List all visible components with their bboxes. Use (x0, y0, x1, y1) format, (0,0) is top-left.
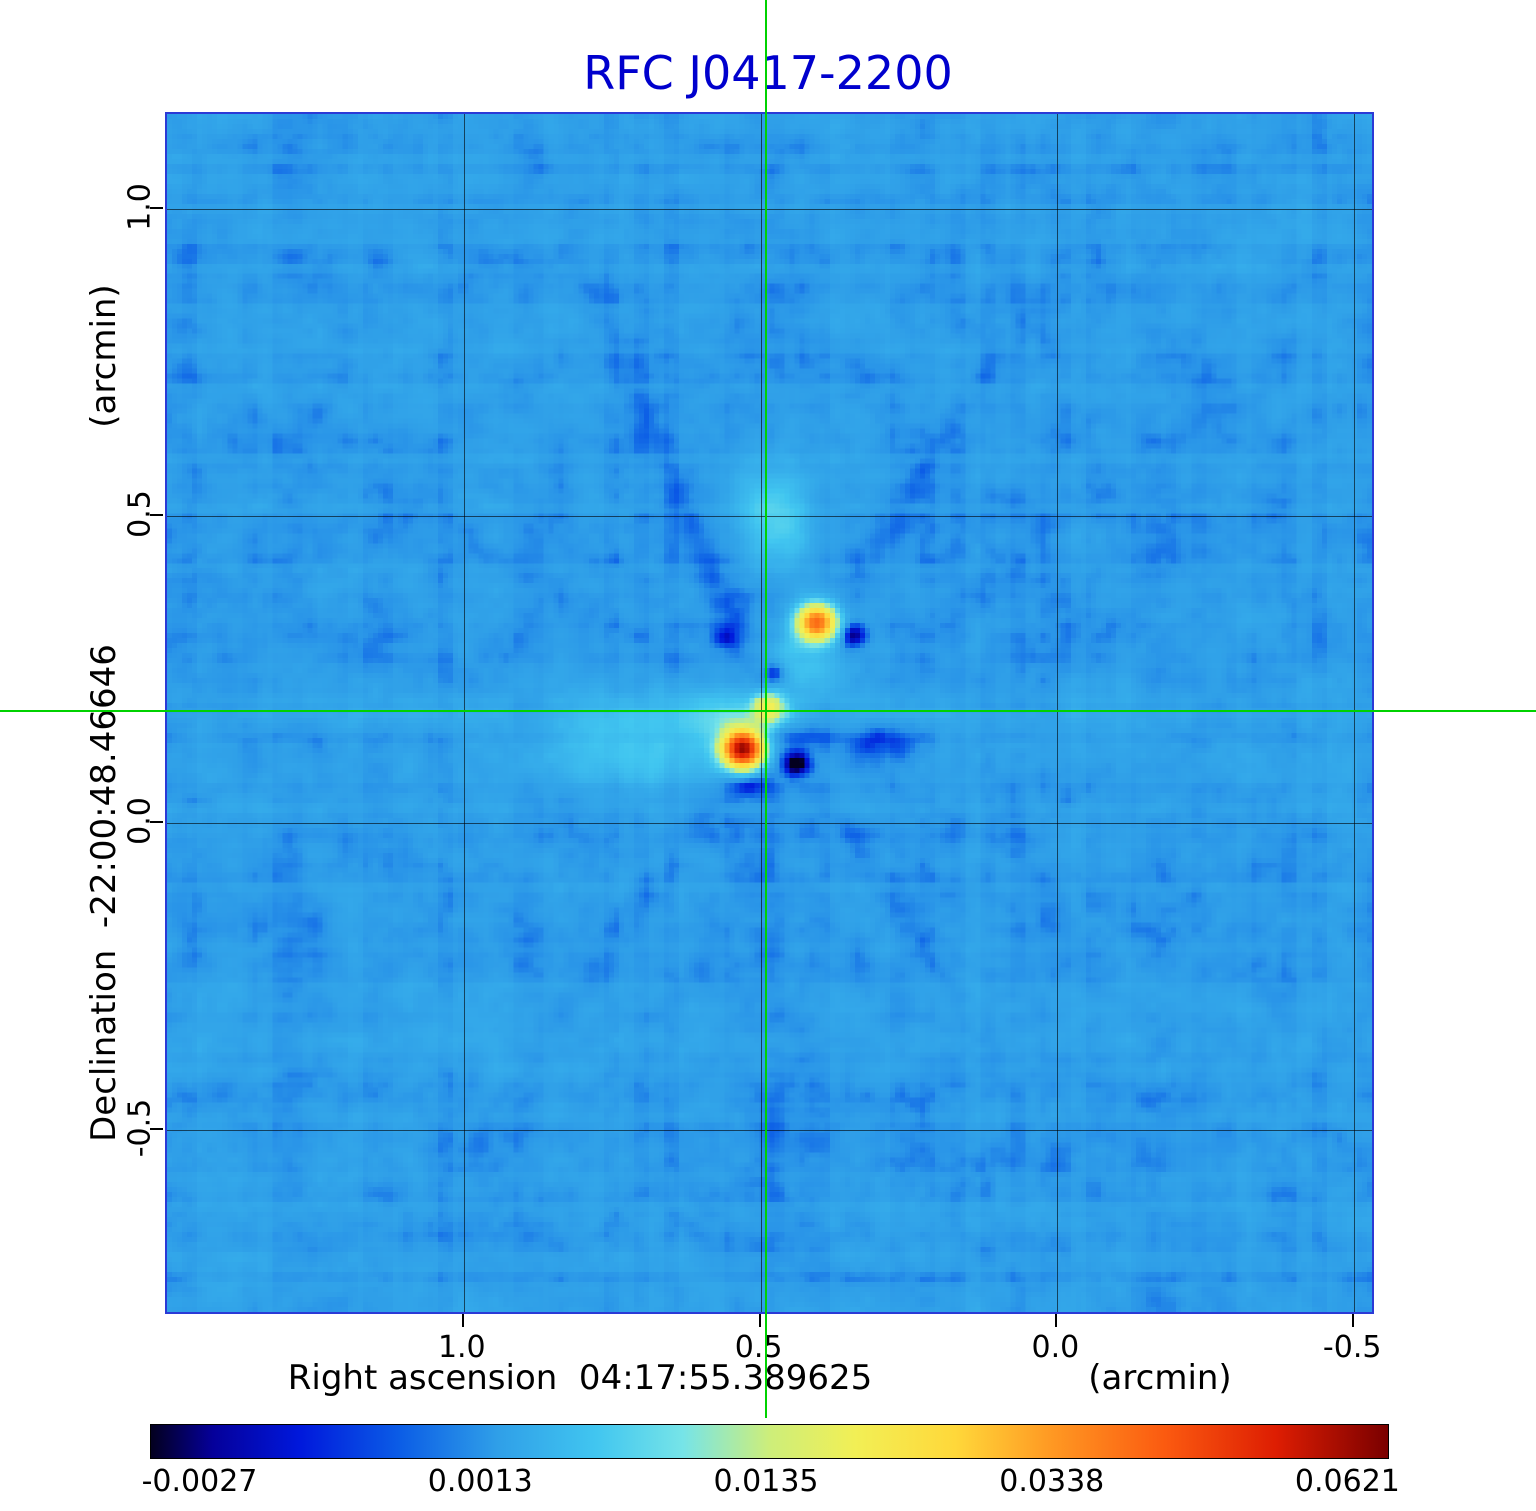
grid-line-vertical (1354, 114, 1356, 1312)
x-axis-label: Right ascension 04:17:55.389625 (287, 1358, 873, 1398)
colorbar-tick-label: -0.0027 (141, 1464, 258, 1499)
colorbar-tick-label: 0.0013 (427, 1464, 533, 1499)
colorbar-tick-label: 0.0621 (1294, 1464, 1400, 1499)
x-tick-label: -0.5 (1322, 1330, 1382, 1365)
y-tick-mark (150, 1127, 163, 1130)
y-tick-mark (150, 820, 163, 823)
y-tick-mark (150, 513, 163, 516)
crosshair-horizontal-line (0, 710, 1536, 713)
y-axis-unit-label: (arcmin) (84, 284, 124, 428)
x-tick-label: 0.0 (1031, 1330, 1080, 1365)
heatmap-canvas (167, 114, 1372, 1312)
grid-line-horizontal (167, 822, 1372, 824)
colorbar-tick-label: 0.0338 (999, 1464, 1105, 1499)
x-tick-mark (758, 1314, 761, 1327)
x-tick-mark (1055, 1314, 1058, 1327)
y-tick-mark (150, 206, 163, 209)
grid-line-horizontal (167, 208, 1372, 210)
y-axis-label: Declination -22:00:48.46646 (84, 644, 124, 1142)
grid-line-vertical (760, 114, 762, 1312)
x-tick-mark (1352, 1314, 1355, 1327)
x-tick-label: 1.0 (437, 1330, 486, 1365)
x-axis-unit-label: (arcmin) (1088, 1358, 1232, 1398)
crosshair-vertical-line (765, 0, 768, 1418)
x-tick-label: 0.5 (734, 1330, 783, 1365)
grid-line-vertical (463, 114, 465, 1312)
colorbar-tick-label: 0.0135 (713, 1464, 819, 1499)
grid-line-horizontal (167, 1129, 1372, 1131)
grid-line-horizontal (167, 515, 1372, 517)
plot-area (165, 112, 1374, 1314)
chart-title: RFC J0417-2200 (583, 46, 953, 100)
x-tick-mark (461, 1314, 464, 1327)
colorbar (150, 1424, 1389, 1459)
grid-line-vertical (1057, 114, 1059, 1312)
